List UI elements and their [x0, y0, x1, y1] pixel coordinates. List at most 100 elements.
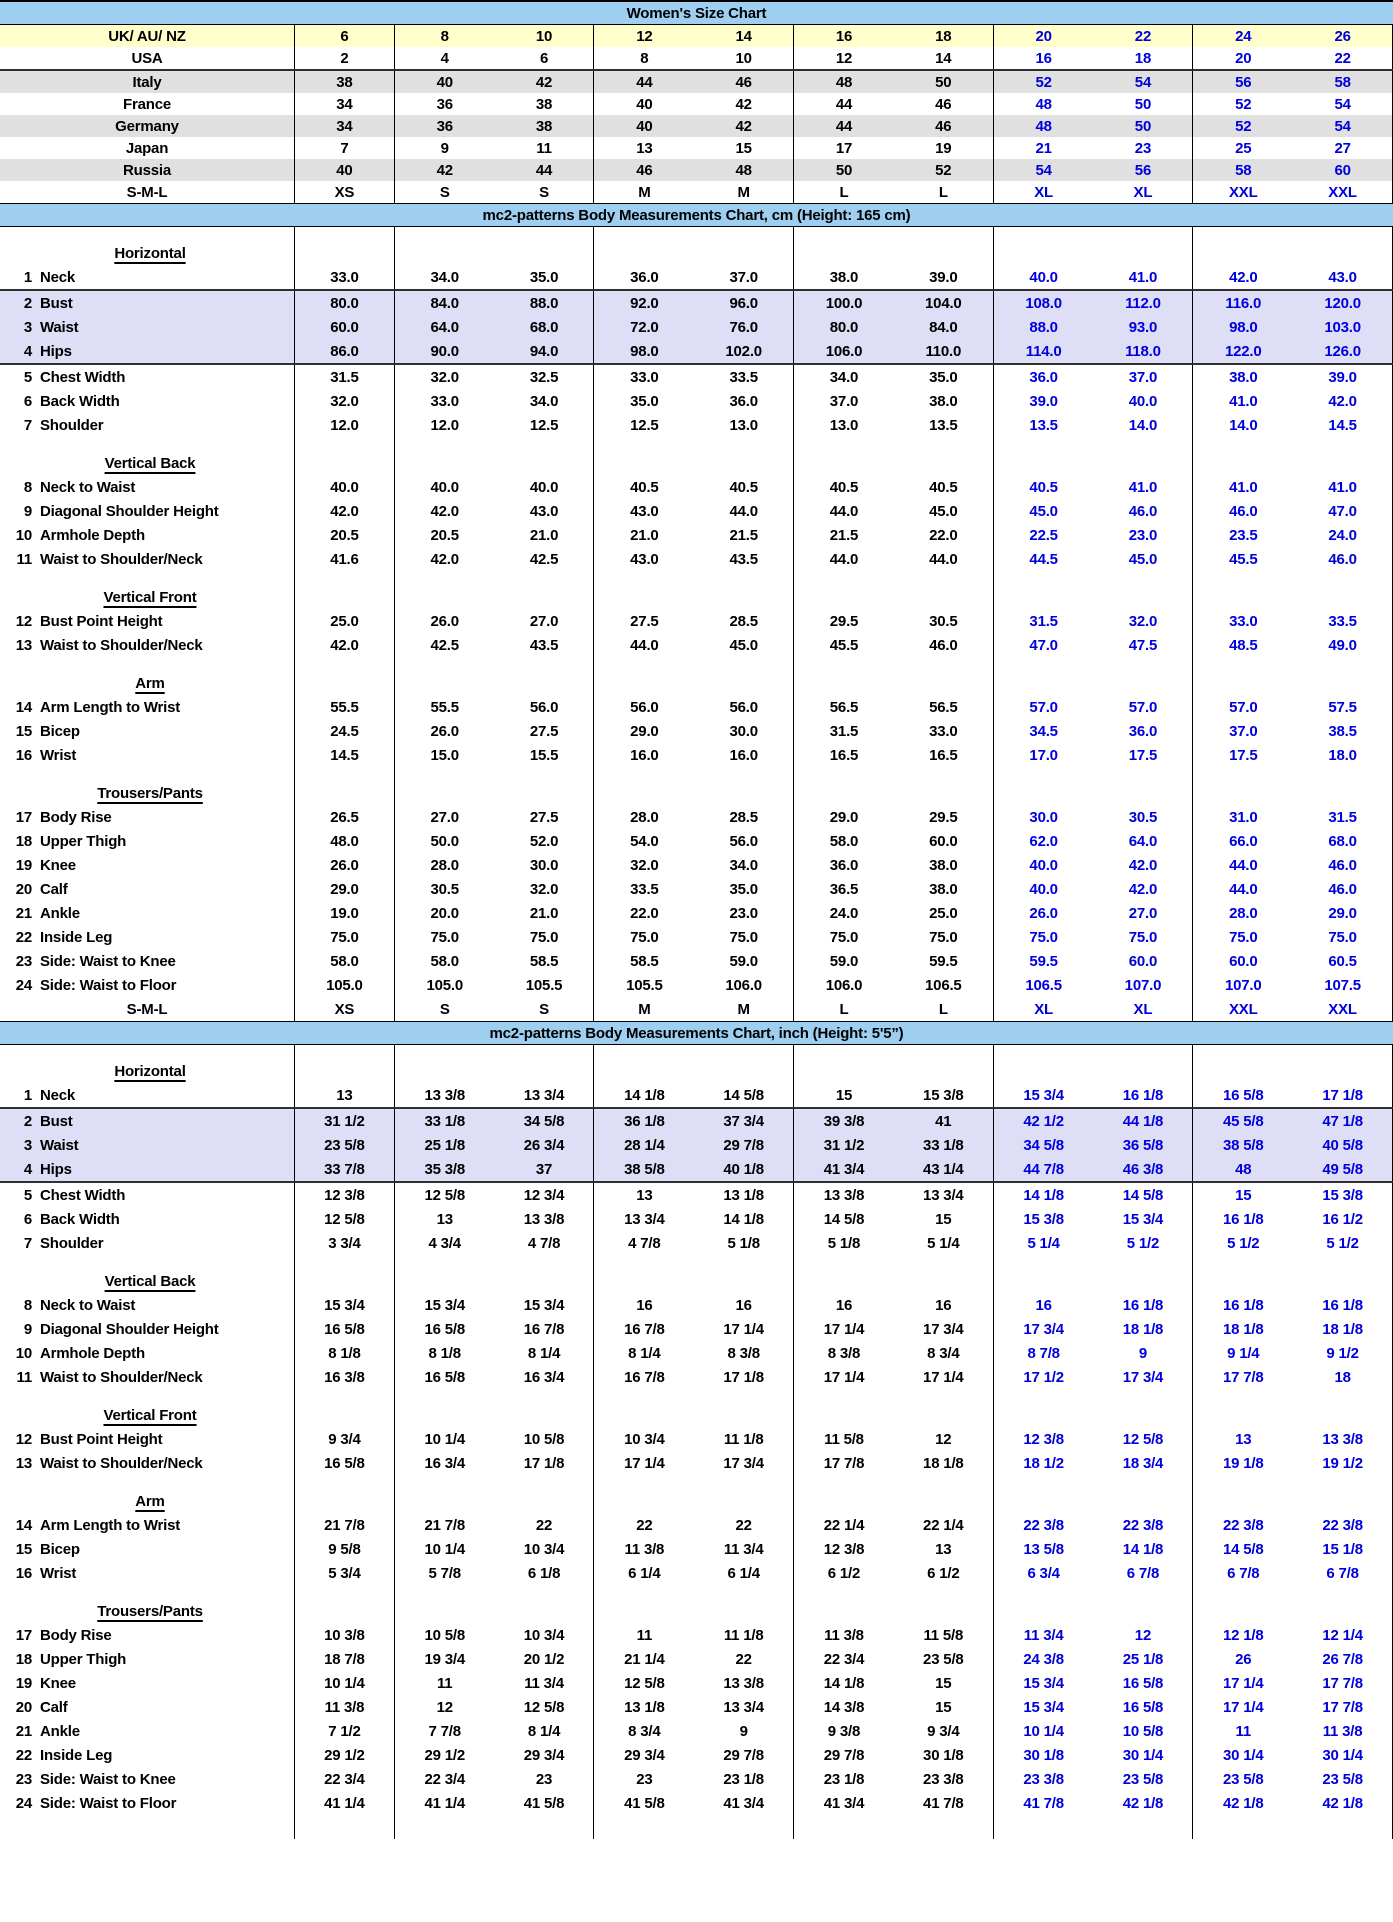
measurement-row: 19 Knee 26.0 28.0 30.0 32.0 34.0 36.0 38.0 40.0 42…	[0, 853, 1393, 877]
value-cell: 23.5	[1229, 526, 1258, 544]
value-cell	[594, 1475, 694, 1513]
value-cell: 9 3/8	[827, 1722, 861, 1740]
row-label-text: Waist to Shoulder/Neck	[40, 1368, 203, 1386]
row-label: Vertical Front	[0, 1389, 295, 1427]
value-cell	[794, 767, 894, 805]
row-label: 5 Chest Width	[0, 1183, 295, 1207]
row-number: 21	[15, 1722, 32, 1740]
value-cell: 26.0	[430, 722, 460, 740]
value-cell: 98.0	[630, 342, 659, 360]
row-label-text: Russia	[123, 161, 171, 179]
value-cell: 34.0	[694, 853, 795, 877]
value-cell: 16	[835, 1296, 853, 1314]
value-cell: 11 3/8	[1293, 1719, 1393, 1743]
value-cell	[794, 1389, 894, 1427]
value-cell: 43 1/4	[894, 1157, 994, 1181]
value-cell	[395, 1389, 495, 1427]
value-cell: 12	[1094, 1623, 1194, 1647]
value-cell: 22 3/8	[1094, 1513, 1194, 1537]
row-label: 18 Upper Thigh	[0, 1647, 295, 1671]
value-cell: 46	[894, 115, 994, 137]
section-label: Arm	[135, 1493, 165, 1510]
value-cell: 32.0	[295, 389, 395, 413]
value-cell: 34.5	[1029, 722, 1058, 740]
value-cell: 36 5/8	[1094, 1133, 1194, 1157]
value-cell	[295, 767, 395, 805]
value-cell: 13 3/4	[694, 1695, 795, 1719]
value-cell: 68.0	[495, 315, 595, 339]
measurement-row: 18 Upper Thigh 48.0 50.0 52.0 54.0 56.0 58.0 60.…	[0, 829, 1393, 853]
value-cell	[395, 1255, 495, 1293]
row-label	[0, 1815, 295, 1839]
row-label: 1 Neck	[0, 1083, 295, 1107]
value-cell: 23	[495, 1767, 595, 1791]
value-cell: 30 1/4	[1094, 1743, 1194, 1767]
value-cell	[694, 1389, 795, 1427]
row-label-text: Inside Leg	[40, 928, 113, 946]
value-cell	[594, 227, 694, 265]
value-cell: 36.0	[1029, 368, 1058, 386]
value-cell	[1293, 657, 1393, 695]
value-cell: 75.0	[694, 925, 795, 949]
row-label-text: Bicep	[40, 1540, 80, 1558]
value-cell: 13	[636, 1186, 653, 1204]
value-cell	[1094, 437, 1194, 475]
value-cell: 12 5/8	[624, 1674, 665, 1692]
value-cell: 27	[1293, 137, 1393, 159]
value-cell: 5 1/2	[1227, 1234, 1260, 1252]
section-label: Trousers/Pants	[97, 785, 203, 802]
row-label-text: Side: Waist to Knee	[40, 952, 176, 970]
value-cell: 116.0	[1225, 294, 1262, 312]
value-cell: 34.0	[829, 368, 859, 386]
value-cell: 58.5	[495, 949, 595, 973]
value-cell	[295, 1255, 395, 1293]
sml-row-mid: S-M-L XS S S M M L L XL XL XXL XXL	[0, 997, 1393, 1021]
value-cell	[1193, 1389, 1293, 1427]
value-cell	[794, 1045, 894, 1083]
value-cell: 86.0	[295, 339, 395, 363]
value-cell	[794, 227, 894, 265]
value-cell	[1094, 1475, 1194, 1513]
value-cell	[1293, 767, 1393, 805]
value-cell: XS	[295, 997, 395, 1021]
value-cell: 46.0	[1229, 502, 1258, 520]
value-cell: 48.0	[295, 829, 395, 853]
row-number: 12	[15, 612, 32, 630]
measurement-row: 16 Wrist 14.5 15.0 15.5 16.0 16.0 16.5 16.5 17.0 1…	[0, 743, 1393, 767]
value-cell: 11 1/8	[694, 1623, 795, 1647]
value-cell: 14.0	[1229, 416, 1258, 434]
value-cell	[1293, 1255, 1393, 1293]
value-cell	[694, 1255, 795, 1293]
value-cell: L	[839, 183, 849, 201]
value-cell: 33.0	[430, 392, 460, 410]
value-cell: 15 1/8	[1293, 1537, 1393, 1561]
measurement-row: 20 Calf 11 3/8 12 12 5/8 13 1/8 13 3/4 14 3/8 15…	[0, 1695, 1393, 1719]
value-cell	[495, 1585, 595, 1623]
value-cell: 38	[495, 115, 595, 137]
value-cell	[1293, 1389, 1393, 1427]
value-cell: 52	[1035, 73, 1052, 91]
value-cell	[894, 571, 994, 609]
row-number: 17	[15, 1626, 32, 1644]
value-cell	[1293, 1585, 1393, 1623]
value-cell: L	[894, 181, 994, 203]
value-cell	[1193, 1585, 1293, 1623]
value-cell: 102.0	[694, 339, 795, 363]
value-cell	[395, 571, 495, 609]
value-cell: 13.5	[894, 413, 994, 437]
value-cell: 44.0	[630, 636, 659, 654]
value-cell: 58.5	[630, 952, 659, 970]
value-cell: 8 1/4	[495, 1719, 595, 1743]
value-cell: 43.5	[495, 633, 595, 657]
value-cell: 42.0	[295, 633, 395, 657]
row-label-text: Arm Length to Wrist	[40, 698, 181, 716]
value-cell: 27.0	[495, 609, 595, 633]
value-cell: 42.0	[1229, 268, 1258, 286]
row-label-text: Bust Point Height	[40, 612, 163, 630]
value-cell: 40.0	[1029, 880, 1058, 898]
value-cell: 42	[495, 71, 595, 93]
row-number: 3	[23, 318, 32, 336]
value-cell	[1094, 227, 1194, 265]
value-cell: 30 1/8	[894, 1743, 994, 1767]
value-cell: 27.5	[495, 805, 595, 829]
